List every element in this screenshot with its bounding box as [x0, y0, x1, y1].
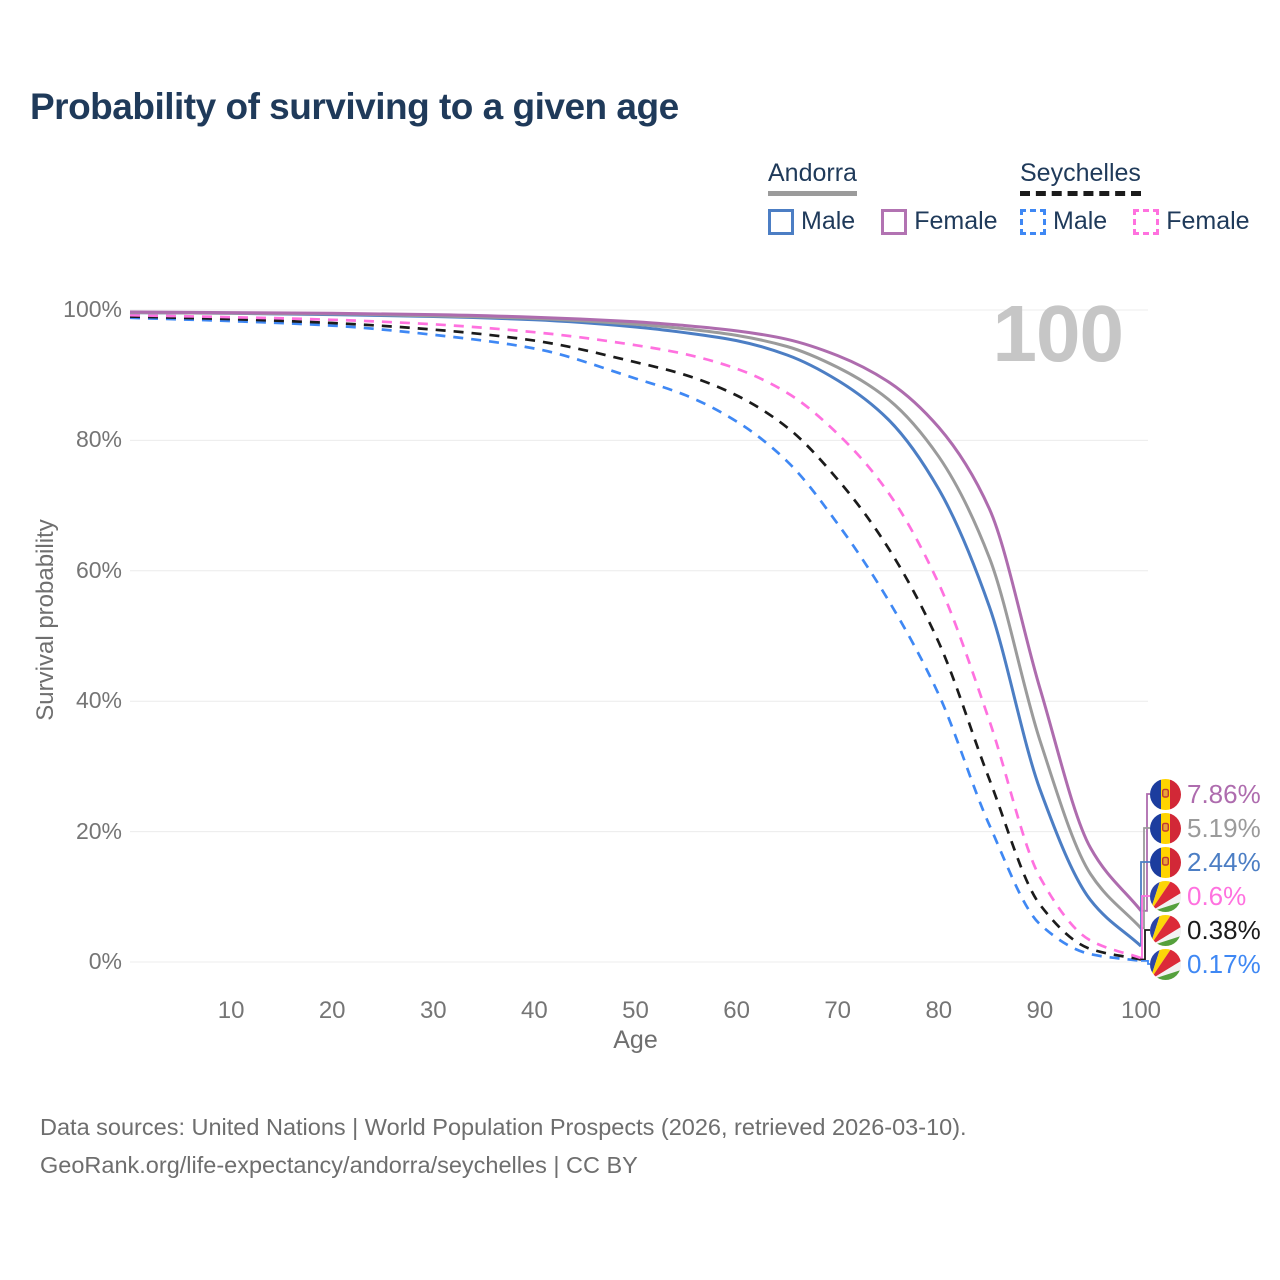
data-source-line: Data sources: United Nations | World Pop… [40, 1114, 967, 1140]
legend-header-seychelles: Seychelles [1020, 159, 1141, 196]
x-tick-label: 90 [1026, 997, 1054, 1024]
end-label-connector [1141, 793, 1150, 912]
end-value: 0.6% [1187, 880, 1247, 911]
seychelles-flag-icon [1150, 948, 1181, 980]
legend-row-andorra: Male Female [768, 207, 998, 236]
legend-item-seychelles-male[interactable]: Male [1020, 207, 1107, 236]
seychelles-male-swatch-icon [1020, 208, 1046, 235]
y-tick-label: 40% [75, 687, 122, 714]
x-tick-label: 100 [1120, 997, 1162, 1024]
legend-row-seychelles: Male Female [1020, 207, 1250, 236]
end-label-connector [1141, 960, 1150, 965]
end-value: 7.86% [1187, 778, 1261, 809]
andorra-flag-icon [1150, 778, 1181, 810]
hover-age-indicator: 100 [992, 289, 1124, 378]
x-tick-label: 40 [521, 997, 548, 1024]
legend-label: Female [914, 207, 998, 235]
x-axis-title: Age [613, 1026, 658, 1054]
end-label-seychelles-male: 0.17% [1150, 947, 1261, 981]
end-label-seychelles-female: 0.6% [1150, 879, 1246, 913]
x-tick-label: 60 [723, 997, 750, 1024]
seychelles-flag-icon [1150, 914, 1181, 946]
end-value: 0.38% [1187, 914, 1261, 945]
curve-andorra-male[interactable] [129, 311, 1143, 948]
x-tick-label: 80 [925, 997, 953, 1024]
legend-label: Male [1053, 207, 1108, 235]
end-label-connector [1141, 929, 1150, 961]
legend-item-andorra-male[interactable]: Male [768, 207, 855, 236]
end-label-andorra-female: 7.86% [1150, 777, 1261, 811]
end-label-connector [1141, 895, 1150, 959]
attribution-line: GeoRank.org/life-expectancy/andorra/seyc… [40, 1152, 638, 1179]
end-value: 2.44% [1187, 846, 1261, 877]
seychelles-flag-icon [1150, 880, 1181, 912]
x-tick-label: 30 [419, 997, 447, 1024]
footer: Data sources: United Nations | World Pop… [40, 1108, 967, 1184]
end-label-connector [1140, 861, 1150, 947]
end-value: 0.17% [1187, 948, 1261, 979]
y-tick-label: 60% [75, 556, 122, 583]
y-tick-label: 80% [75, 426, 122, 453]
y-tick-label: 20% [75, 817, 122, 844]
legend-item-seychelles-female[interactable]: Female [1133, 207, 1250, 236]
curve-seychelles-both-sexes[interactable] [129, 315, 1142, 961]
x-tick-label: 10 [217, 997, 245, 1024]
andorra-flag-icon [1150, 846, 1181, 878]
andorra-male-swatch-icon [768, 208, 794, 235]
end-label-andorra-male: 2.44% [1150, 845, 1261, 879]
curve-seychelles-male[interactable] [129, 316, 1142, 963]
end-value: 5.19% [1187, 812, 1261, 843]
andorra-flag-icon [1150, 812, 1181, 844]
legend-group-andorra: Andorra Male Female [768, 159, 998, 236]
andorra-female-swatch-icon [881, 208, 908, 235]
x-tick-label: 20 [318, 997, 346, 1024]
end-label-andorra-both: 5.19% [1150, 811, 1261, 845]
legend-header-andorra: Andorra [768, 159, 857, 196]
legend-label: Male [801, 207, 856, 235]
legend-label: Female [1166, 207, 1250, 235]
legend-group-seychelles: Seychelles Male Female [1020, 159, 1250, 236]
y-tick-label: 100% [63, 296, 122, 322]
seychelles-female-swatch-icon [1133, 208, 1160, 235]
curve-andorra-female[interactable] [129, 310, 1143, 912]
y-tick-label: 0% [88, 948, 122, 974]
curve-seychelles-female[interactable] [129, 313, 1142, 960]
x-tick-label: 70 [824, 997, 852, 1024]
x-tick-label: 50 [622, 997, 649, 1024]
curve-andorra-both-sexes[interactable] [129, 311, 1143, 930]
page-title: Probability of surviving to a given age [30, 86, 679, 127]
legend-item-andorra-female[interactable]: Female [881, 207, 998, 236]
end-label-seychelles-both: 0.38% [1150, 913, 1261, 947]
